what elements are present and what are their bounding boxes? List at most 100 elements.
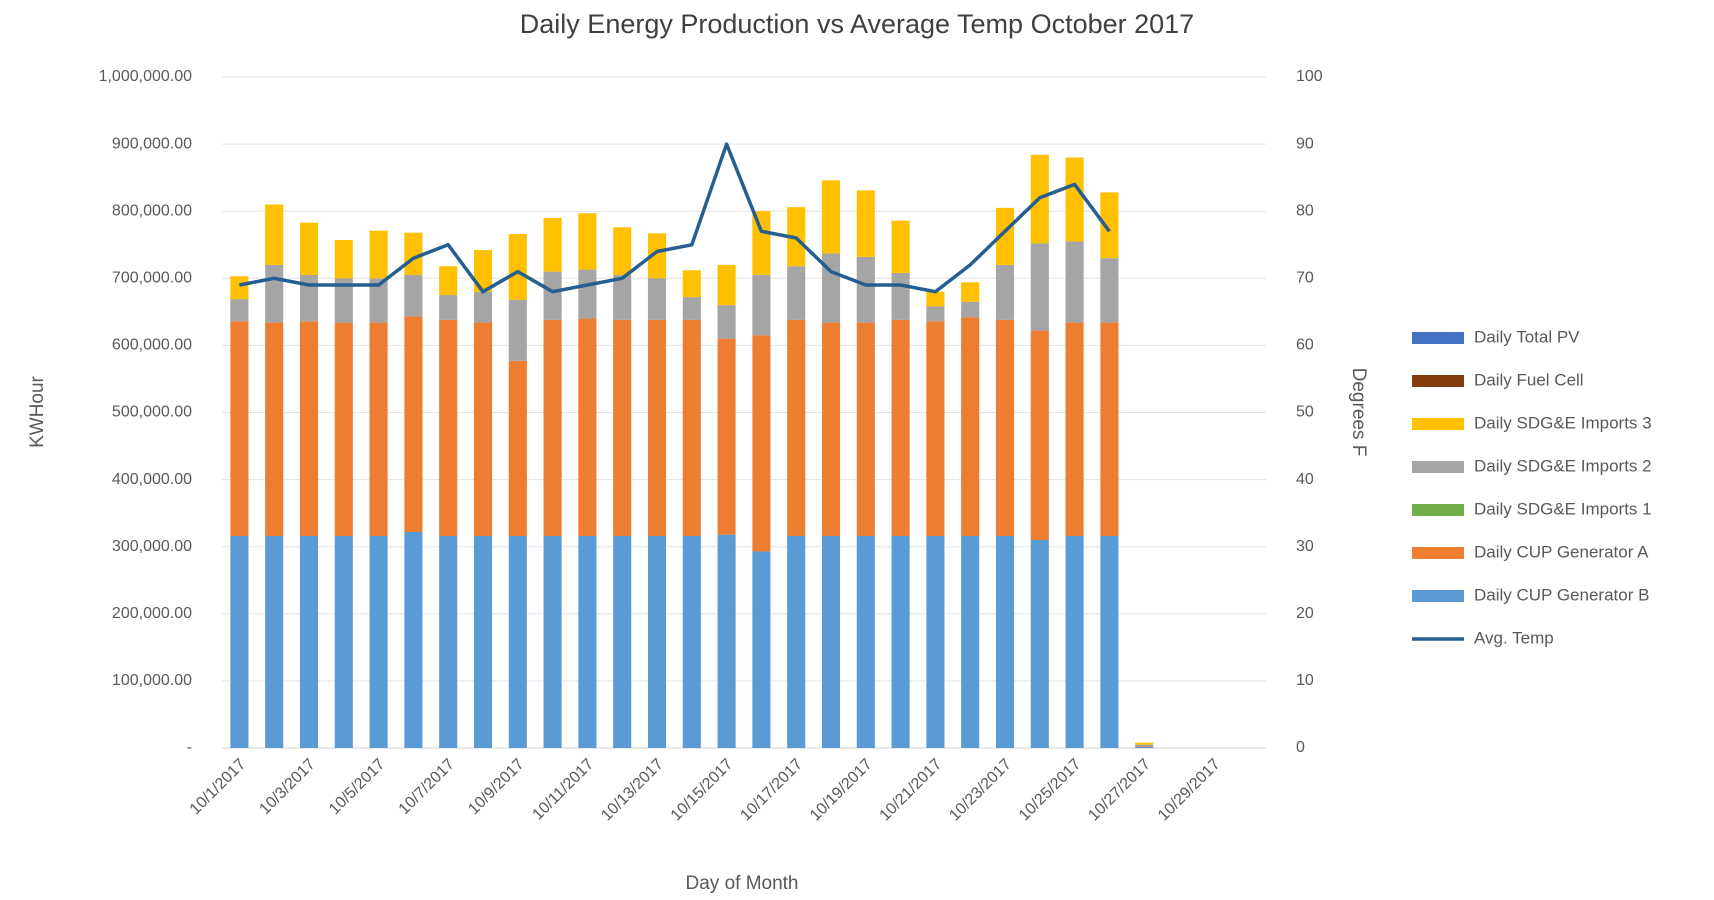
bar-segment: [439, 319, 458, 536]
bar-segment: [995, 207, 1015, 265]
y-tick-label: 1,000,000.00: [99, 68, 193, 85]
bar-segment: [508, 360, 527, 536]
bar-segment: [1100, 258, 1119, 323]
y2-tick-label: 70: [1296, 270, 1314, 287]
bar-segment: [787, 535, 806, 748]
bar-segment: [787, 319, 806, 536]
bar-segment: [543, 535, 562, 748]
bar-segment: [995, 535, 1015, 748]
bar-segment: [647, 278, 667, 320]
x-tick-label: 10/7/2017: [396, 756, 458, 818]
bar-segment: [891, 272, 910, 320]
bar-segment: [717, 264, 736, 306]
legend-swatch: [1412, 332, 1464, 344]
legend-label: Daily SDG&E Imports 1: [1474, 499, 1652, 518]
bar-segment: [404, 232, 423, 275]
x-axis-title: Day of Month: [686, 873, 799, 894]
bar-segment: [578, 269, 597, 319]
bar-segment: [613, 227, 632, 275]
x-tick-label: 10/3/2017: [256, 756, 318, 818]
x-tick-label: 10/23/2017: [946, 756, 1015, 825]
y-tick-label: 900,000.00: [112, 135, 192, 152]
bar-segment: [230, 299, 249, 322]
y2-tick-label: 60: [1296, 337, 1314, 354]
bar-segment: [299, 535, 319, 748]
bar-segment: [647, 535, 667, 748]
x-tick-label: 10/1/2017: [187, 756, 249, 818]
legend-swatch: [1412, 504, 1464, 516]
bar-segment: [891, 319, 910, 536]
bar-segment: [1065, 241, 1084, 323]
bar-segment: [265, 264, 284, 323]
bar-segment: [647, 319, 667, 536]
bar-segment: [230, 535, 249, 748]
bar-segment: [926, 535, 945, 748]
bar-segment: [856, 322, 875, 536]
bar-segment: [647, 233, 667, 279]
bar-segment: [717, 305, 736, 339]
x-tick-label: 10/13/2017: [598, 756, 667, 825]
y-tick-label: 500,000.00: [112, 404, 192, 421]
bar-segment: [1065, 322, 1084, 536]
bar-segment: [299, 321, 319, 536]
bar-segment: [369, 278, 388, 323]
y2-tick-label: 20: [1296, 605, 1314, 622]
bar-segment: [1030, 243, 1049, 331]
y-tick-label: 800,000.00: [112, 202, 192, 219]
y-tick-label: 700,000.00: [112, 270, 192, 287]
bar-segment: [717, 534, 736, 748]
y2-axis-title: Degrees F: [1348, 368, 1369, 457]
bar-segment: [856, 535, 875, 748]
bar-segment: [682, 270, 701, 298]
bar-segment: [299, 274, 319, 322]
bar-segment: [926, 321, 945, 536]
bar-segment: [508, 535, 527, 748]
bar-segment: [787, 266, 806, 320]
bar-segment: [1100, 192, 1119, 259]
bar-segment: [473, 250, 493, 292]
bar-segment: [682, 319, 701, 536]
legend-swatch: [1412, 418, 1464, 430]
y-tick-label: 300,000.00: [112, 538, 192, 555]
bar-segment: [1030, 539, 1049, 748]
bar-segment: [752, 211, 771, 275]
y2-tick-label: 10: [1296, 672, 1314, 689]
bar-segment: [369, 230, 388, 279]
legend-swatch: [1412, 547, 1464, 559]
bar-segment: [821, 180, 841, 254]
bar-segment: [613, 535, 632, 748]
y2-tick-label: 0: [1296, 739, 1305, 756]
bar-segment: [1030, 330, 1049, 540]
bar-segment: [995, 264, 1015, 320]
bar-segment: [821, 535, 841, 748]
bar-segment: [578, 318, 597, 536]
bar-segment: [543, 271, 562, 320]
bar-segment: [1135, 742, 1154, 745]
bar-segment: [717, 338, 736, 535]
legend-swatch: [1412, 461, 1464, 473]
legend-swatch: [1412, 375, 1464, 387]
y2-tick-label: 90: [1296, 135, 1314, 152]
y2-tick-label: 100: [1296, 68, 1323, 85]
x-tick-label: 10/17/2017: [737, 756, 806, 825]
legend-label: Daily Total PV: [1474, 327, 1580, 346]
y-tick-label: 200,000.00: [112, 605, 192, 622]
bar-segment: [682, 297, 701, 320]
bar-segment: [334, 535, 353, 748]
bar-segment: [1100, 535, 1119, 748]
y2-tick-label: 30: [1296, 538, 1314, 555]
bar-segment: [334, 278, 353, 323]
bar-segment: [821, 322, 841, 536]
bar-segment: [1065, 535, 1084, 748]
bar-segment: [439, 535, 458, 748]
y2-tick-label: 40: [1296, 471, 1314, 488]
y2-tick-label: 80: [1296, 202, 1314, 219]
x-tick-label: 10/27/2017: [1085, 756, 1154, 825]
bar-segment: [1100, 322, 1119, 536]
bar-segment: [682, 535, 701, 748]
bar-segment: [404, 316, 423, 532]
bar-segment: [404, 531, 423, 748]
bar-segment: [821, 253, 841, 323]
bar-segment: [473, 535, 493, 748]
bar-segment: [265, 535, 284, 748]
